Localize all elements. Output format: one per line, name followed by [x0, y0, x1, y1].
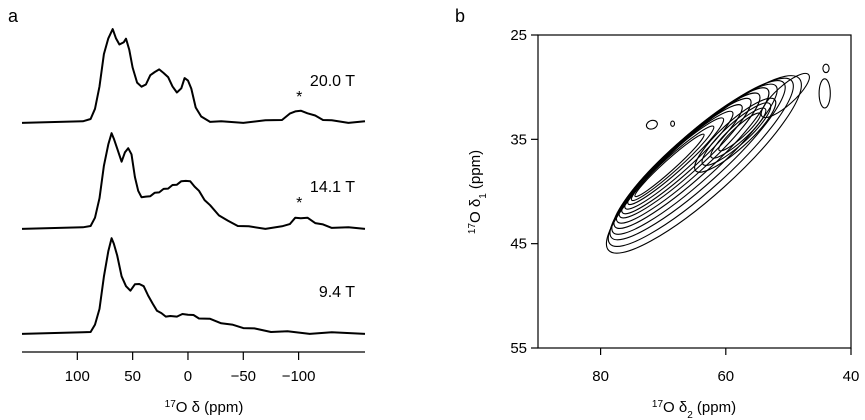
panel-b-y-ticks: 25 35 45 55: [510, 27, 538, 357]
panel-b-label: b: [455, 6, 465, 26]
x-tick-label: −100: [282, 368, 316, 385]
contour-line: [822, 63, 830, 74]
contour-line: [624, 110, 734, 210]
panel-b-plot-frame: [537, 34, 852, 349]
spectrum-trace: [21, 132, 366, 230]
contour-line: [710, 107, 767, 159]
x-tick-label: 60: [717, 368, 734, 385]
panel-a: a 20.0 T 14.1 T 9.4 T * * 100 50 0 −50 −100 17O …: [8, 6, 366, 417]
y-tick-label: 45: [510, 236, 527, 253]
panel-a-x-axis-label: 17O δ (ppm): [165, 399, 244, 417]
panel-a-x-axis: 100 50 0 −50 −100: [22, 351, 365, 385]
y-tick-label: 35: [510, 131, 527, 148]
panel-b: b 80 60 40 25 35 45 55 17O δ2 (ppm) 17O δ1 (p…: [455, 6, 859, 420]
contour-line: [701, 102, 772, 166]
field-strength-label: 20.0 T: [310, 73, 355, 90]
x-tick-label: −50: [231, 368, 256, 385]
panel-b-y-axis-label: 17O δ1 (ppm): [467, 150, 489, 234]
spectrum-trace: [21, 28, 366, 124]
contour-lines: [605, 63, 831, 254]
contour-line: [630, 125, 715, 202]
contour-line: [818, 78, 831, 109]
contour-line: [627, 117, 725, 206]
contour-line: [634, 133, 705, 198]
contour-line: [718, 112, 761, 152]
sideband-asterisk: *: [296, 89, 302, 106]
contour-line: [621, 104, 743, 215]
spectrum-trace: [21, 237, 366, 335]
field-strength-label: 14.1 T: [310, 179, 355, 196]
contour-line: [645, 119, 658, 130]
panel-a-x-ticks: 100 50 0 −50 −100: [65, 352, 316, 385]
y-tick-label: 25: [510, 27, 527, 44]
spectra-traces: 20.0 T 14.1 T 9.4 T * *: [21, 28, 366, 335]
panel-b-x-axis-label: 17O δ2 (ppm): [652, 399, 736, 420]
x-tick-label: 0: [184, 368, 192, 385]
panel-b-x-ticks: 80 60 40: [592, 348, 859, 385]
x-tick-label: 80: [592, 368, 609, 385]
sideband-asterisk: *: [296, 195, 302, 212]
contour-line: [760, 72, 810, 119]
x-tick-label: 50: [124, 368, 141, 385]
contour-line: [694, 97, 777, 173]
x-tick-label: 40: [843, 368, 860, 385]
y-tick-label: 55: [510, 340, 527, 357]
panel-a-label: a: [8, 6, 19, 26]
x-tick-label: 100: [65, 368, 90, 385]
contour-line: [618, 97, 752, 219]
field-strength-label: 9.4 T: [319, 284, 355, 301]
contour-line: [670, 120, 676, 127]
